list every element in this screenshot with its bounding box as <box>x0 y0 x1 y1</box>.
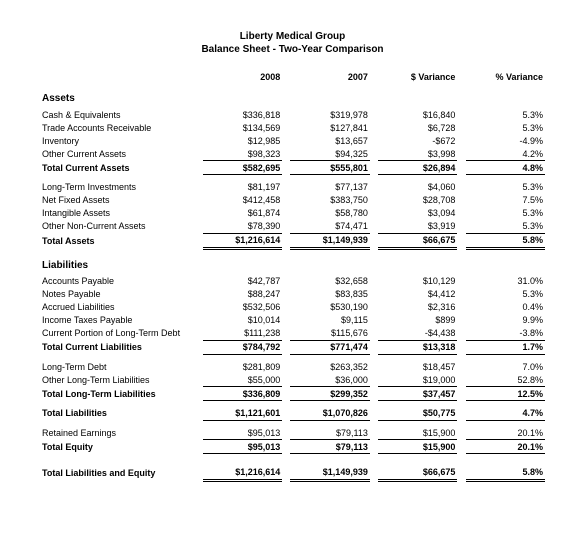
total-liabilities-equity: Total Liabilities and Equity$1,216,614$1… <box>40 466 545 481</box>
table-row: Net Fixed Assets$412,458$383,750$28,7087… <box>40 194 545 207</box>
table-row: Current Portion of Long-Term Debt$111,23… <box>40 327 545 341</box>
col-var-pct: % Variance <box>466 70 545 83</box>
table-row: Intangible Assets$61,874$58,780$3,0945.3… <box>40 207 545 220</box>
total-current-liabilities: Total Current Liabilities$784,792$771,47… <box>40 340 545 354</box>
report-header: Liberty Medical Group Balance Sheet - Tw… <box>40 30 545 56</box>
total-liabilities: Total Liabilities$1,121,601$1,070,826$50… <box>40 407 545 421</box>
table-row: Other Non-Current Assets$78,390$74,471$3… <box>40 220 545 234</box>
balance-sheet-table: 2008 2007 $ Variance % Variance Assets C… <box>40 70 545 482</box>
column-header-row: 2008 2007 $ Variance % Variance <box>40 70 545 83</box>
col-year2: 2007 <box>290 70 369 83</box>
report-title: Balance Sheet - Two-Year Comparison <box>40 43 545 56</box>
total-equity: Total Equity$95,013$79,113$15,90020.1% <box>40 440 545 454</box>
table-row: Inventory$12,985$13,657-$672-4.9% <box>40 134 545 147</box>
total-assets: Total Assets$1,216,614$1,149,939$66,6755… <box>40 233 545 248</box>
table-row: Long-Term Investments$81,197$77,137$4,06… <box>40 181 545 194</box>
table-row: Other Current Assets$98,323$94,325$3,998… <box>40 147 545 161</box>
total-current-assets: Total Current Assets$582,695$555,801$26,… <box>40 161 545 175</box>
table-row: Accrued Liabilities$532,506$530,190$2,31… <box>40 301 545 314</box>
col-var-abs: $ Variance <box>378 70 457 83</box>
table-row: Long-Term Debt$281,809$263,352$18,4577.0… <box>40 360 545 373</box>
assets-header: Assets <box>40 83 545 108</box>
liabilities-header: Liabilities <box>40 248 545 275</box>
table-row: Other Long-Term Liabilities$55,000$36,00… <box>40 373 545 387</box>
table-row: Accounts Payable$42,787$32,658$10,12931.… <box>40 275 545 288</box>
total-long-term-liabilities: Total Long-Term Liabilities$336,809$299,… <box>40 387 545 401</box>
col-year1: 2008 <box>203 70 282 83</box>
table-row: Income Taxes Payable$10,014$9,115$8999.9… <box>40 314 545 327</box>
table-row: Trade Accounts Receivable$134,569$127,84… <box>40 121 545 134</box>
table-row: Notes Payable$88,247$83,835$4,4125.3% <box>40 288 545 301</box>
table-row: Retained Earnings$95,013$79,113$15,90020… <box>40 426 545 440</box>
company-name: Liberty Medical Group <box>40 30 545 43</box>
table-row: Cash & Equivalents$336,818$319,978$16,84… <box>40 108 545 121</box>
